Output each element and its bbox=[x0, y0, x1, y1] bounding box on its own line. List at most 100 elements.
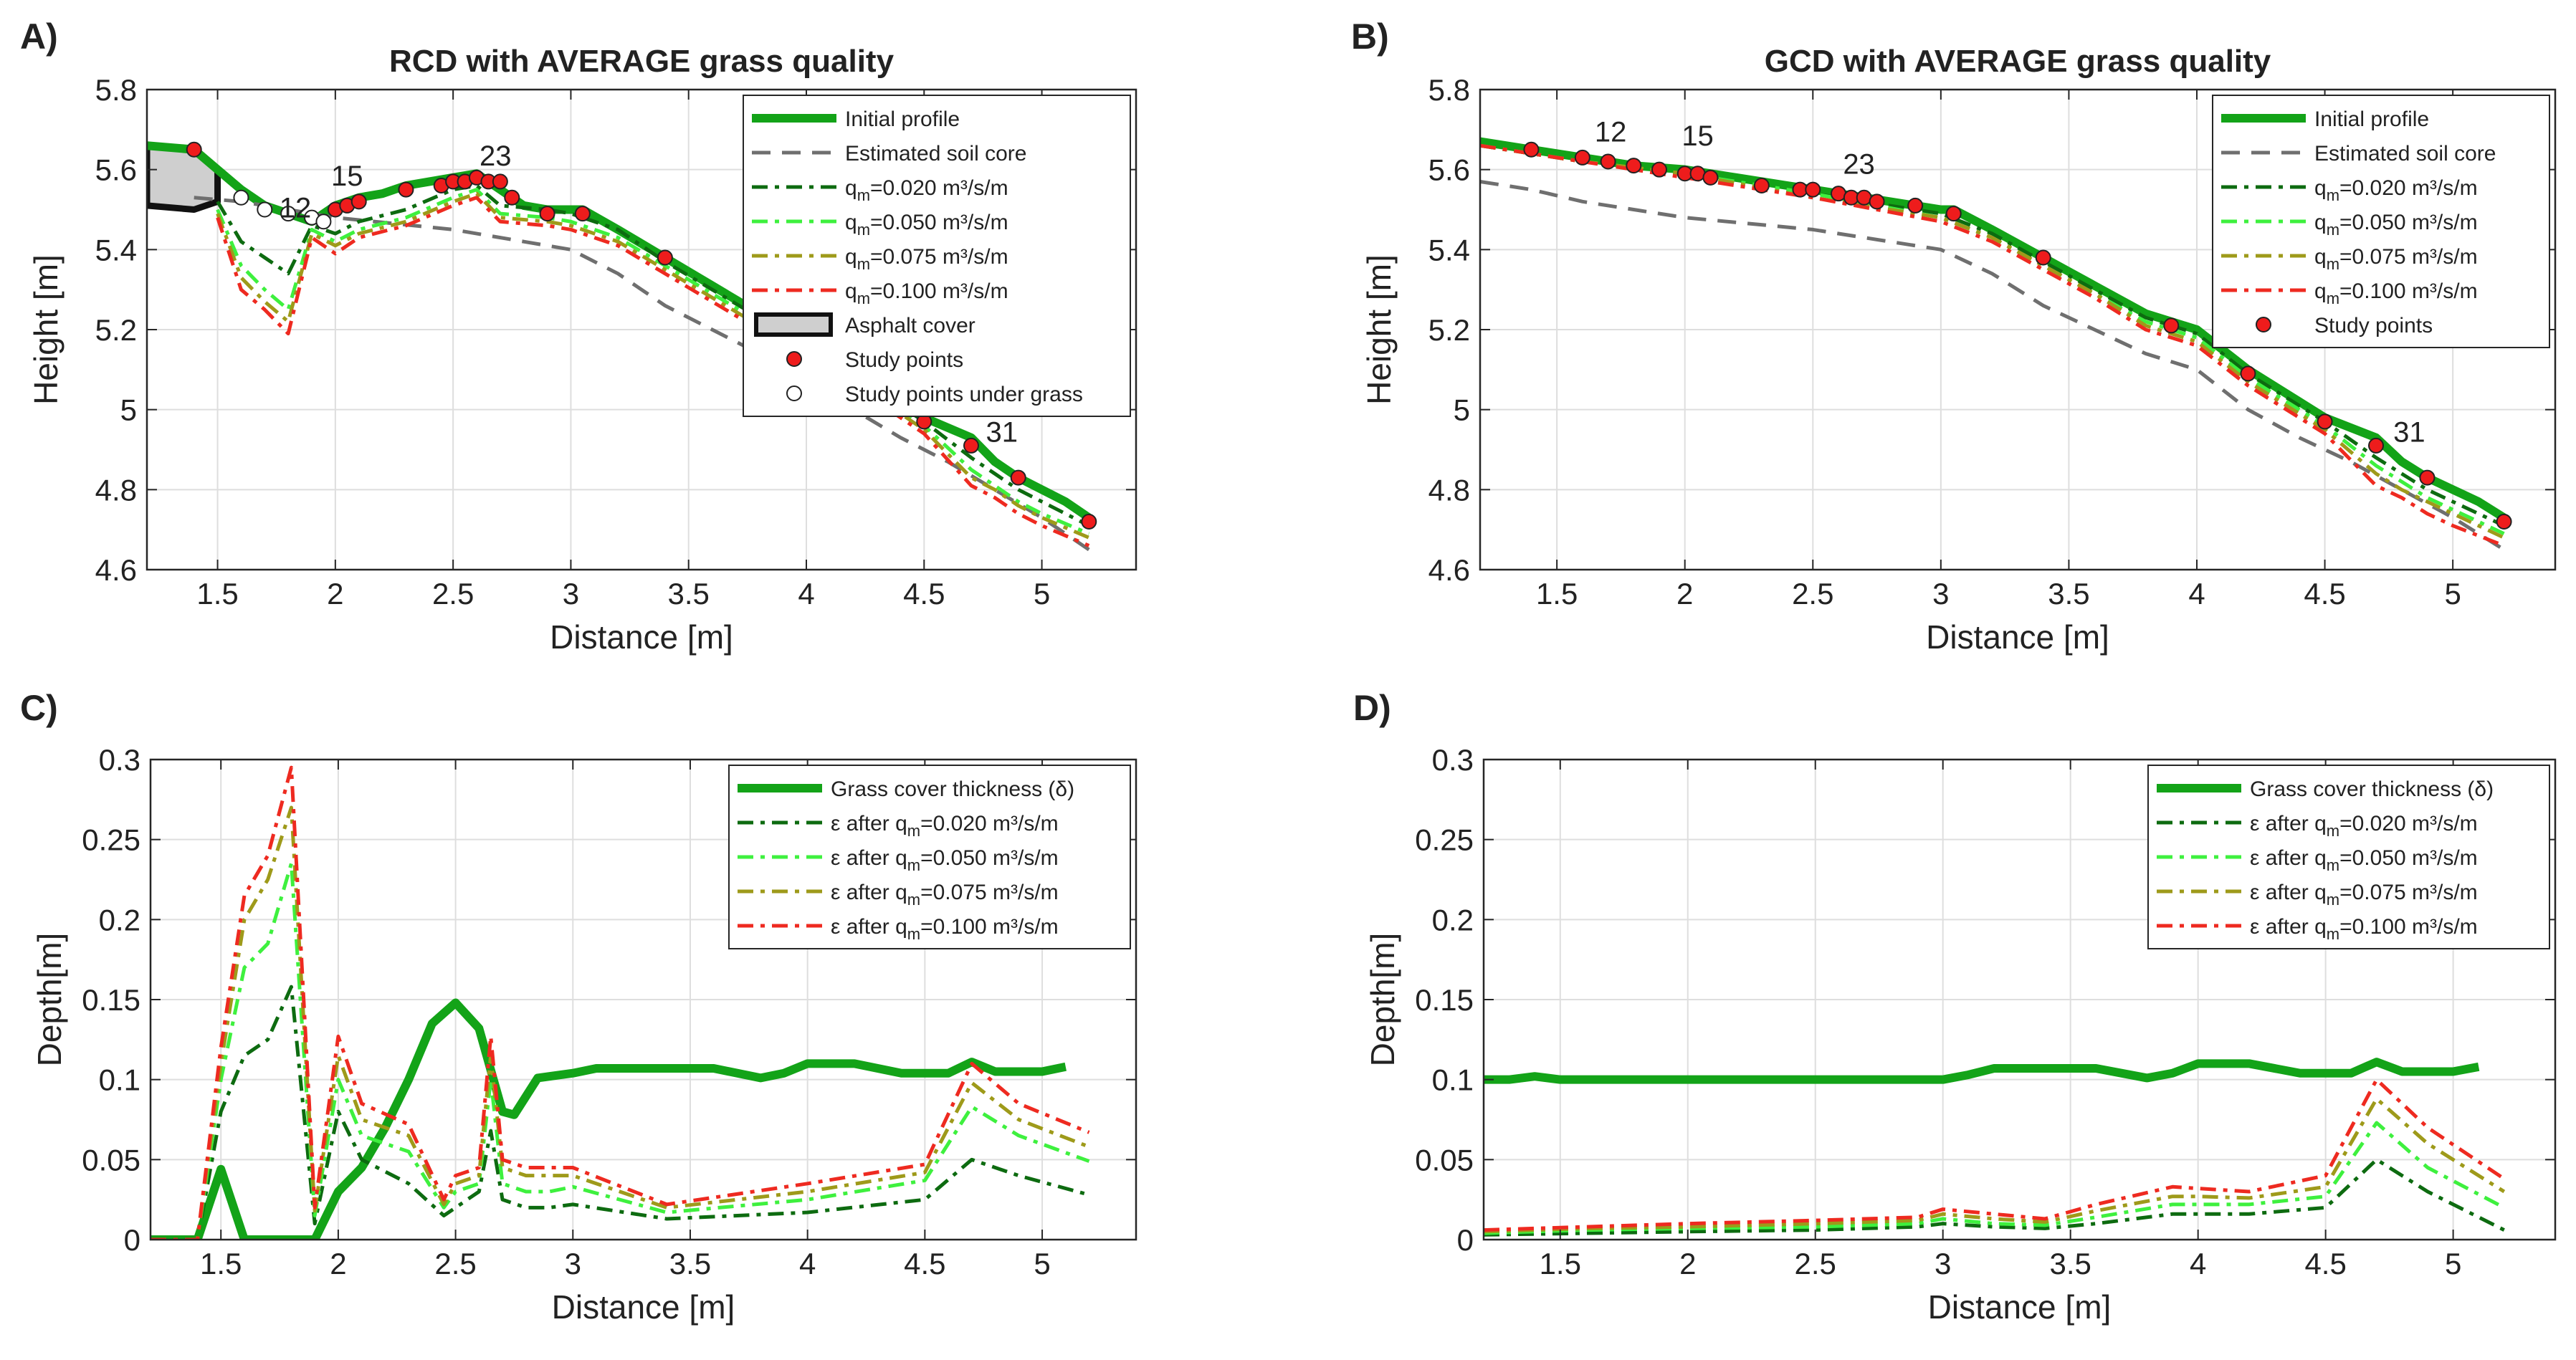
legend-label-main: Asphalt cover bbox=[845, 314, 975, 337]
legend-label: qm=0.050 m³/s/m bbox=[845, 211, 1008, 239]
x-axis-label: Distance [m] bbox=[1928, 1288, 2112, 1326]
legend-label-main: ε after q bbox=[831, 812, 907, 835]
legend-box bbox=[743, 95, 1131, 417]
legend-label-rest: =0.050 m³/s/m bbox=[920, 846, 1059, 870]
legend-label: qm=0.050 m³/s/m bbox=[2314, 211, 2478, 239]
legend-label-main: ε after q bbox=[2250, 812, 2327, 835]
legend-label-sub: m bbox=[857, 255, 870, 273]
study-point bbox=[2496, 514, 2512, 530]
legend-label-sub: m bbox=[857, 289, 870, 307]
x-tick-label: 4 bbox=[799, 1247, 816, 1280]
series-line-5 bbox=[1480, 143, 2505, 547]
study-point-under-grass bbox=[257, 201, 273, 218]
panel-a: A) 12 15 23 31 1.5 2 2.5 3 3.5 4 4.5 5 4.6 4.8 5 5.2 5.4 5… bbox=[20, 16, 1137, 656]
y-tick-label: 5 bbox=[1454, 393, 1470, 427]
series-line-2 bbox=[1484, 1121, 2505, 1235]
series-line-4 bbox=[151, 765, 1090, 1240]
legend-label-rest: =0.075 m³/s/m bbox=[2339, 881, 2478, 904]
legend-label-rest: =0.100 m³/s/m bbox=[2339, 915, 2478, 939]
panel-letter: B) bbox=[1351, 16, 1389, 57]
legend-label-sub: m bbox=[2327, 822, 2339, 840]
study-point-under-grass bbox=[280, 206, 297, 222]
x-tick-label: 5 bbox=[2445, 1247, 2461, 1280]
x-tick-label: 4.5 bbox=[903, 577, 945, 610]
legend-label-sub: m bbox=[857, 221, 870, 239]
study-point bbox=[398, 181, 414, 198]
x-tick-label: 1.5 bbox=[196, 577, 238, 610]
series-line-0 bbox=[151, 998, 1067, 1240]
legend-label: ε after qm=0.020 m³/s/m bbox=[831, 812, 1059, 840]
study-point-under-grass bbox=[315, 214, 332, 230]
y-tick-label: 5.2 bbox=[1428, 313, 1470, 347]
x-tick-label: 1.5 bbox=[1536, 577, 1578, 610]
study-point bbox=[1651, 161, 1667, 178]
legend-label-main: Study points bbox=[845, 348, 963, 372]
x-tick-label: 1.5 bbox=[200, 1247, 242, 1280]
legend-label-rest: =0.100 m³/s/m bbox=[920, 915, 1059, 939]
study-point bbox=[1081, 514, 1097, 530]
legend-label-rest: =0.020 m³/s/m bbox=[2339, 176, 2478, 200]
x-axis-label: Distance [m] bbox=[552, 1288, 735, 1326]
study-point bbox=[1600, 153, 1616, 170]
panel-c: C) 1.5 2 2.5 3 3.5 4 4.5 5 0 0.05 0.1 0.15 0.2 0.25 0.3… bbox=[20, 688, 1137, 1326]
legend-label: ε after qm=0.100 m³/s/m bbox=[2250, 915, 2478, 943]
x-tick-label: 2.5 bbox=[1792, 577, 1833, 610]
series-line-5 bbox=[216, 196, 1090, 547]
x-tick-label: 4 bbox=[798, 577, 814, 610]
legend-label: qm=0.075 m³/s/m bbox=[2314, 245, 2478, 273]
series-line-4 bbox=[216, 191, 1090, 540]
x-tick-label: 5 bbox=[1034, 577, 1050, 610]
study-point bbox=[963, 437, 979, 454]
study-point bbox=[2240, 365, 2256, 382]
series-line-0 bbox=[1484, 1058, 2480, 1084]
legend-label-rest: =0.075 m³/s/m bbox=[870, 245, 1008, 269]
panel-letter: D) bbox=[1353, 688, 1391, 728]
legend-label: qm=0.020 m³/s/m bbox=[845, 176, 1008, 204]
legend-label: qm=0.020 m³/s/m bbox=[2314, 176, 2478, 204]
x-tick-label: 3.5 bbox=[2048, 577, 2089, 610]
legend-label-main: Study points bbox=[2314, 314, 2433, 337]
series-line-2 bbox=[151, 861, 1090, 1240]
y-tick-label: 5.8 bbox=[1428, 73, 1470, 107]
y-axis-label: Height [m] bbox=[27, 254, 65, 405]
x-tick-label: 1.5 bbox=[1540, 1247, 1581, 1280]
study-point bbox=[492, 173, 508, 190]
legend-label: ε after qm=0.020 m³/s/m bbox=[2250, 812, 2478, 840]
legend-label-main: Initial profile bbox=[845, 107, 960, 131]
legend-label-sub: m bbox=[907, 856, 920, 874]
x-tick-label: 2 bbox=[1676, 577, 1693, 610]
legend-label: ε after qm=0.100 m³/s/m bbox=[831, 915, 1059, 943]
legend-label-sub: m bbox=[907, 891, 920, 909]
legend-label: Study points bbox=[2314, 314, 2433, 337]
legend-label-main: Study points under grass bbox=[845, 383, 1083, 406]
legend-label-sub: m bbox=[2327, 289, 2339, 307]
point-annotation: 12 bbox=[280, 193, 312, 224]
legend-label: Study points bbox=[845, 348, 963, 372]
legend-swatch bbox=[754, 312, 833, 337]
point-annotation: 15 bbox=[1681, 120, 1714, 152]
y-tick-label: 4.8 bbox=[95, 473, 137, 507]
legend: Initial profile Estimated soil core qm=0.0… bbox=[743, 95, 1131, 417]
x-tick-label: 3 bbox=[1932, 577, 1949, 610]
x-tick-label: 3.5 bbox=[668, 577, 710, 610]
legend-label-main: ε after q bbox=[831, 846, 907, 870]
legend-label-main: q bbox=[2314, 279, 2327, 303]
legend-label: Asphalt cover bbox=[845, 314, 975, 337]
study-point bbox=[1574, 149, 1590, 166]
legend-label-rest: =0.100 m³/s/m bbox=[2339, 279, 2478, 303]
legend-label-rest: =0.050 m³/s/m bbox=[2339, 846, 2478, 870]
study-point bbox=[2163, 317, 2180, 334]
legend-label-rest: =0.075 m³/s/m bbox=[920, 881, 1059, 904]
study-point bbox=[504, 189, 520, 206]
series-line-0 bbox=[147, 141, 1092, 522]
legend-label: Estimated soil core bbox=[845, 142, 1026, 166]
point-annotation: 23 bbox=[1843, 148, 1875, 180]
point-annotation: 31 bbox=[986, 416, 1018, 448]
legend: Grass cover thickness (δ)ε after qm=0.02… bbox=[2147, 765, 2550, 949]
study-point bbox=[2368, 437, 2384, 454]
point-annotation: 12 bbox=[1595, 117, 1627, 148]
y-tick-label: 0.05 bbox=[82, 1143, 140, 1177]
panel-letter: A) bbox=[20, 16, 58, 57]
x-tick-label: 4.5 bbox=[2304, 1247, 2346, 1280]
x-tick-label: 2.5 bbox=[434, 1247, 476, 1280]
